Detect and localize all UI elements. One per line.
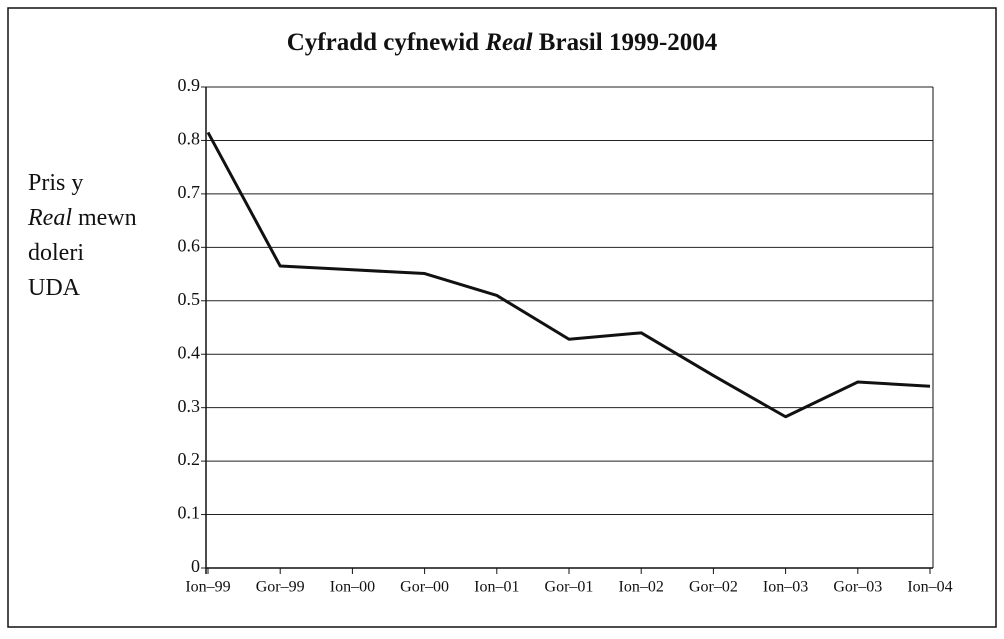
y-label-part: mewn xyxy=(78,205,137,231)
x-tick-label: Ion–01 xyxy=(474,579,519,596)
x-tick-label: Gor–03 xyxy=(833,579,882,596)
y-label-line: Pris y xyxy=(28,170,83,196)
title-part: Brasil 1999-2004 xyxy=(539,29,718,56)
x-tick-label: Gor–99 xyxy=(256,579,305,596)
y-tick-label: 0.4 xyxy=(178,342,201,362)
x-tick-label: Ion–99 xyxy=(185,579,230,596)
y-tick-label: 0.1 xyxy=(178,503,201,523)
x-tick-label: Ion–04 xyxy=(907,579,952,596)
chart-title: Cyfradd cyfnewid Real Brasil 1999-2004 xyxy=(287,29,718,56)
y-axis-label: Pris y Real mewn doleri UDA xyxy=(27,170,137,301)
title-part: Cyfradd cyfnewid xyxy=(287,29,479,56)
y-tick-label: 0.9 xyxy=(178,75,201,95)
y-label-line: Real mewn xyxy=(27,205,137,231)
y-tick-label: 0.6 xyxy=(178,235,201,255)
y-tick-label: 0.7 xyxy=(178,182,201,202)
x-tick-label: Gor–00 xyxy=(400,579,449,596)
data-line xyxy=(206,131,931,419)
x-tick-label: Ion–03 xyxy=(763,579,808,596)
x-tick-label: Gor–02 xyxy=(689,579,738,596)
y-label-part: UDA xyxy=(28,275,81,301)
x-tick-label: Ion–00 xyxy=(330,579,375,596)
y-tick-label: 0.8 xyxy=(178,129,201,149)
x-tick-label: Ion–02 xyxy=(619,579,664,596)
y-label-part: Pris y xyxy=(28,170,83,196)
x-tick-label: Gor–01 xyxy=(545,579,594,596)
y-label-line: doleri xyxy=(28,240,84,266)
y-label-part: doleri xyxy=(28,240,84,266)
y-tick-label: 0.2 xyxy=(178,449,201,469)
y-tick-label: 0 xyxy=(191,556,200,576)
y-label-part: Real xyxy=(27,205,72,231)
y-tick-label: 0.3 xyxy=(178,396,201,416)
y-label-line: UDA xyxy=(28,275,81,301)
frame xyxy=(7,7,997,628)
title-part: Real xyxy=(484,29,532,56)
y-tick-label: 0.5 xyxy=(178,289,201,309)
